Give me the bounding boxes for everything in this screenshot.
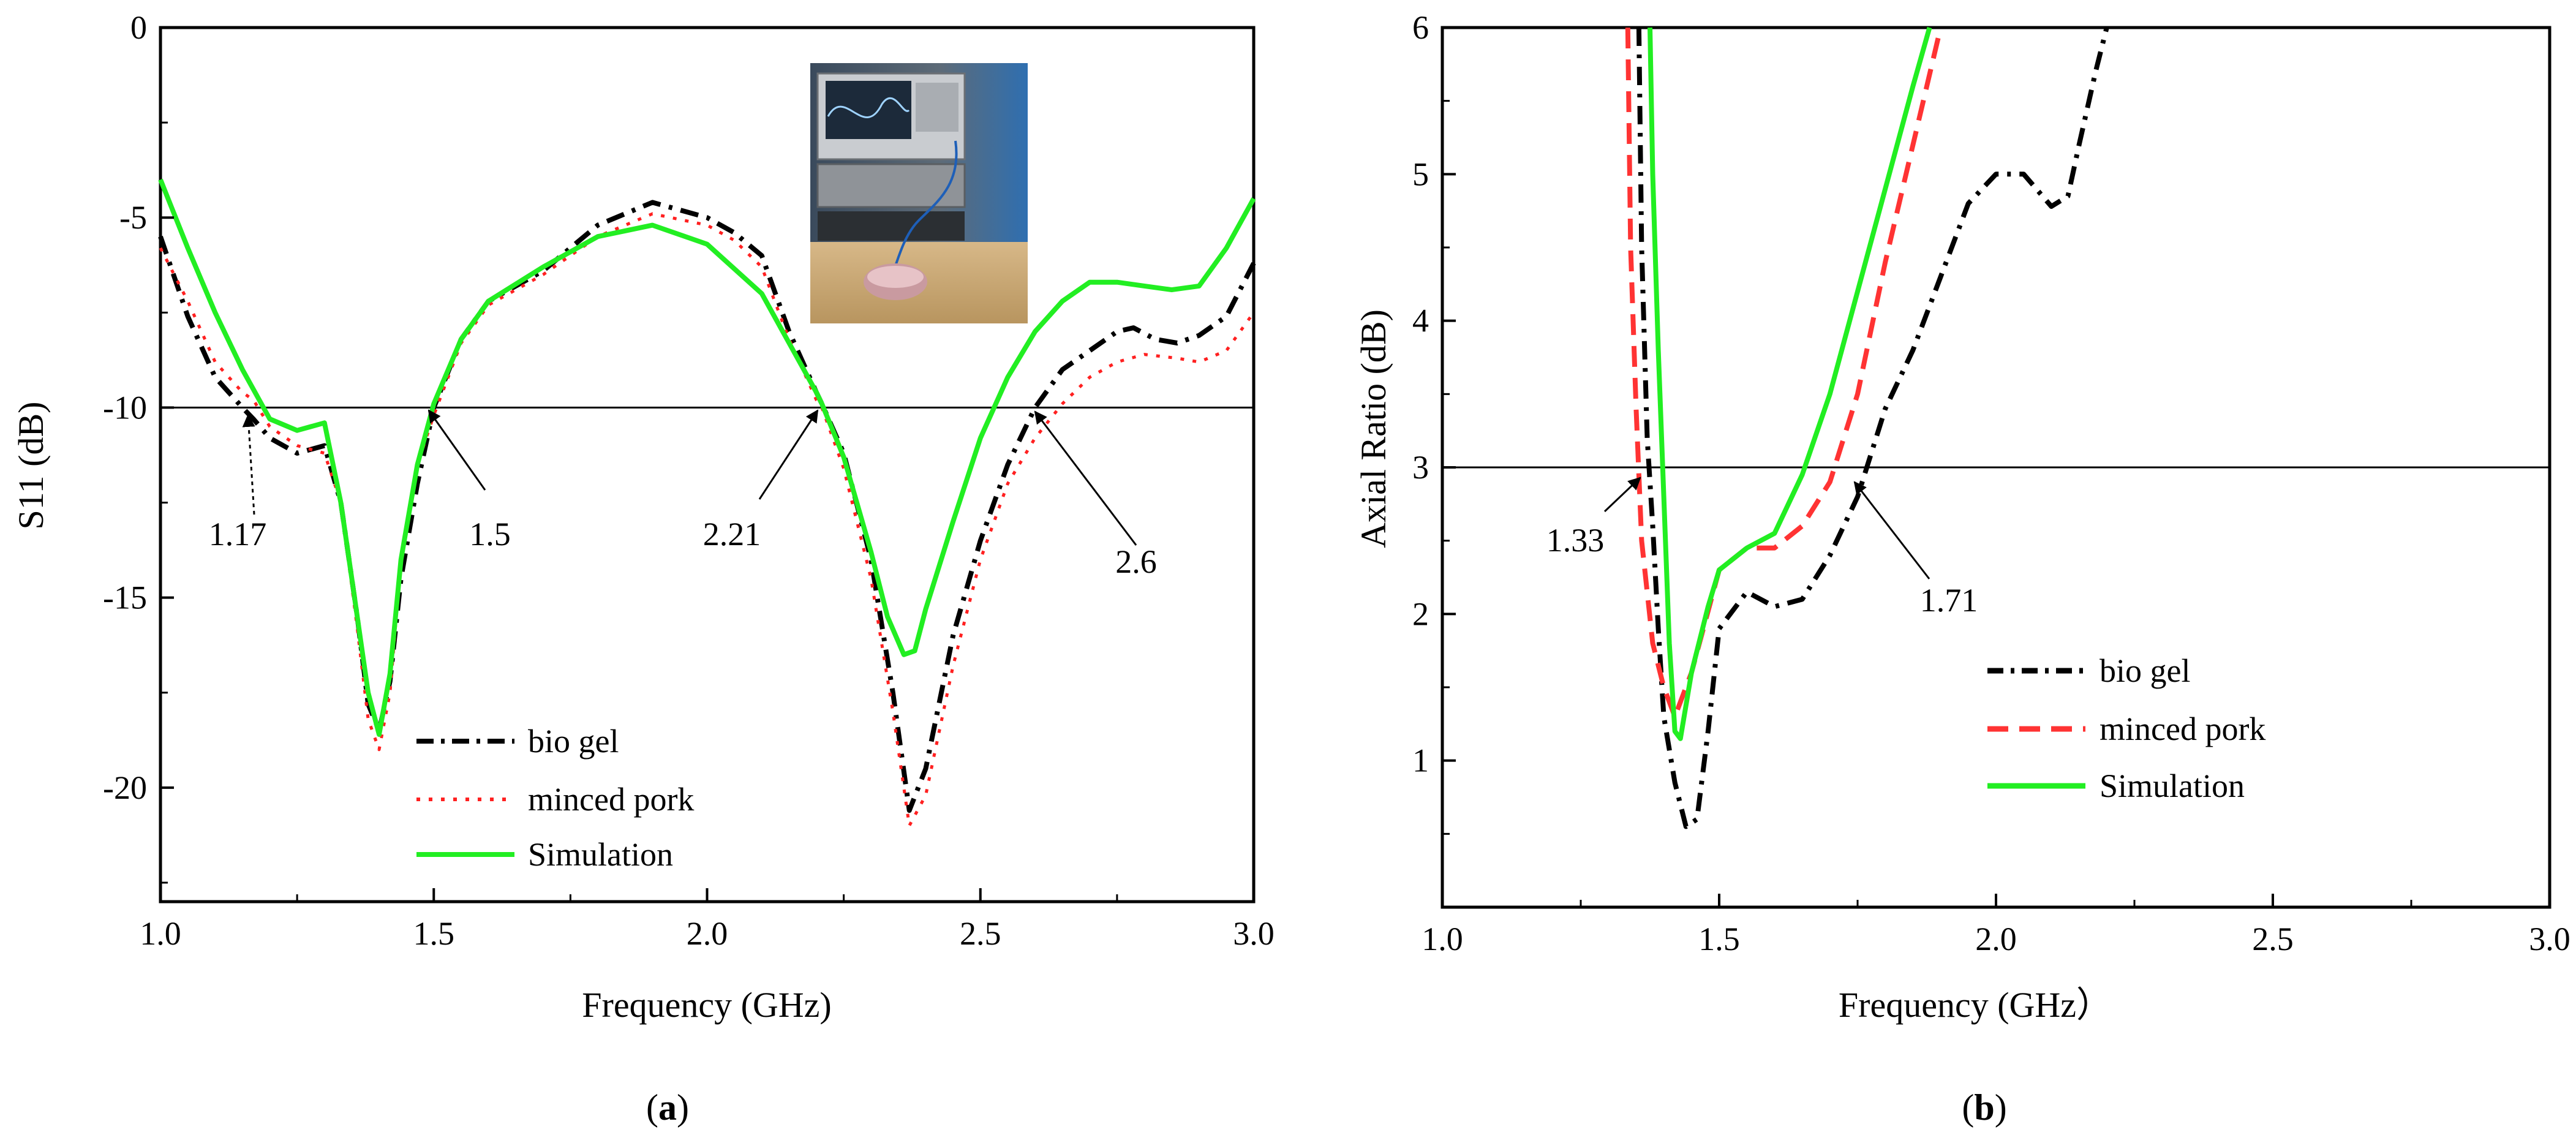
panel-a-series-minced-pork bbox=[159, 212, 1256, 828]
panel-b-y-tick-label: 6 bbox=[1412, 9, 1429, 46]
panel-b-legend-simulation: Simulation bbox=[1987, 768, 2245, 804]
panel-b-x-tick-label: 2.5 bbox=[2252, 921, 2294, 957]
panel-a-x-axis-label: Frequency (GHz) bbox=[582, 985, 831, 1025]
panel-b-annotation-1.71: 1.71 bbox=[1853, 481, 1978, 619]
panel-b-annotation-1.33: 1.33 bbox=[1546, 477, 1641, 559]
panel-b-y-tick-label: 2 bbox=[1412, 595, 1429, 632]
svg-text:bio gel: bio gel bbox=[2100, 652, 2190, 689]
panel-a-y-tick-label: 0 bbox=[130, 9, 147, 46]
svg-text:1.17: 1.17 bbox=[209, 516, 267, 553]
panel-b-legend-minced-pork: minced pork bbox=[1987, 711, 2265, 747]
panel-b-x-tick-label: 1.0 bbox=[1422, 921, 1463, 957]
panel-a-annotation-2.21: 2.21 bbox=[703, 409, 819, 553]
panel-a-x-tick-label: 1.5 bbox=[413, 915, 455, 952]
measurement-setup-photo bbox=[810, 63, 1028, 323]
panel-a-annotation-2.6: 2.6 bbox=[1034, 410, 1157, 580]
svg-text:2.21: 2.21 bbox=[703, 516, 761, 553]
panel-b-y-axis-label: Axial Ratio (dB) bbox=[1354, 309, 1393, 548]
panel-b-y-tick-label: 5 bbox=[1412, 156, 1429, 192]
panel-b-legend-bio-gel: bio gel bbox=[1987, 652, 2190, 689]
panel-b-y-tick-label: 3 bbox=[1412, 449, 1429, 486]
panel-a-annotation-1.17: 1.17 bbox=[209, 413, 267, 553]
panel-a-y-tick-label: -20 bbox=[103, 769, 147, 806]
svg-text:minced pork: minced pork bbox=[528, 781, 694, 818]
panel-a-annotation-1.5: 1.5 bbox=[427, 409, 511, 553]
panel-b-x-axis-label: Frequency (GHz） bbox=[1839, 985, 2112, 1025]
panel-b-y-tick-label: 1 bbox=[1412, 742, 1429, 779]
panel-a-series-bio-gel bbox=[158, 200, 1256, 813]
panel-a-legend-bio-gel: bio gel bbox=[416, 723, 619, 760]
panel-a-legend-simulation: Simulation bbox=[416, 836, 673, 873]
svg-text:minced pork: minced pork bbox=[2100, 711, 2265, 747]
svg-text:2.6: 2.6 bbox=[1115, 543, 1157, 580]
panel-b-y-tick-label: 4 bbox=[1412, 303, 1429, 339]
panel-b-x-tick-label: 3.0 bbox=[2529, 921, 2570, 957]
panel-a-y-tick-label: -10 bbox=[103, 389, 147, 426]
panel-a-x-tick-label: 2.0 bbox=[687, 915, 728, 952]
panel-a-y-tick-label: -5 bbox=[119, 199, 147, 236]
panel-b-legend: bio gel minced pork Simulation bbox=[1987, 652, 2265, 804]
panel-a-y-axis-label: S11 (dB) bbox=[11, 402, 51, 530]
panel-a-y-tick-label: -15 bbox=[103, 579, 147, 616]
svg-text:bio gel: bio gel bbox=[528, 723, 619, 760]
svg-text:Simulation: Simulation bbox=[528, 836, 673, 873]
panel-a-series-simulation bbox=[158, 178, 1256, 737]
panel-a-x-tick-label: 3.0 bbox=[1233, 915, 1275, 952]
panel-a-s11: 1.0 1.5 2.0 2.5 3.0 0 -5 -10 -15 -20 Frequency (… bbox=[11, 9, 1275, 1128]
panel-a-legend: bio gel minced pork Simulation bbox=[416, 723, 694, 873]
panel-b-series-bio-gel bbox=[1636, 27, 2109, 829]
panel-a-x-tick-label: 1.0 bbox=[140, 915, 181, 952]
panel-b-axial-ratio: 1.0 1.5 2.0 2.5 3.0 6 5 4 3 2 1 Frequency (GHz） A… bbox=[1354, 9, 2570, 1128]
svg-text:1.33: 1.33 bbox=[1546, 522, 1605, 559]
panel-b-caption: (b) bbox=[1962, 1087, 2006, 1128]
panel-b-x-tick-label: 2.0 bbox=[1975, 921, 2017, 957]
svg-text:1.5: 1.5 bbox=[469, 516, 511, 553]
panel-a-legend-minced-pork: minced pork bbox=[416, 781, 694, 818]
panel-a-plot-area bbox=[159, 26, 1256, 903]
svg-text:Simulation: Simulation bbox=[2100, 768, 2245, 804]
panel-b-series-simulation bbox=[1648, 26, 1932, 741]
svg-text:1.71: 1.71 bbox=[1920, 582, 1978, 619]
panel-b-x-tick-label: 1.5 bbox=[1698, 921, 1740, 957]
panel-b-series-minced-pork bbox=[1625, 27, 1943, 719]
panel-a-caption: (a) bbox=[646, 1087, 689, 1128]
panel-a-x-tick-label: 2.5 bbox=[960, 915, 1001, 952]
